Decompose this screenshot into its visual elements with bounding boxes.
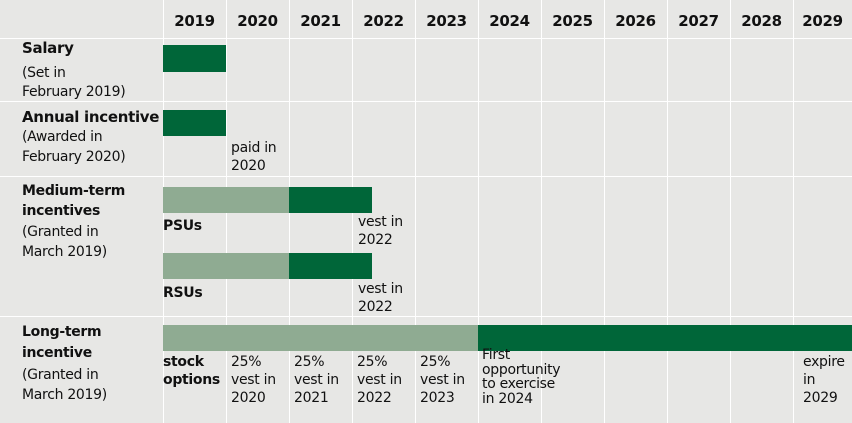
vest-note: vest in: [357, 372, 402, 388]
rsu-vest-bar: [289, 253, 372, 279]
column-line: [604, 0, 605, 423]
row-note: February 2019): [22, 84, 126, 100]
divider: [0, 101, 852, 102]
expire-note: expire: [803, 354, 845, 370]
exercise-note: First: [482, 347, 510, 363]
year-header: 2020: [237, 12, 278, 30]
vest-note: vest in: [420, 372, 465, 388]
row-title: incentives: [22, 203, 100, 219]
year-header: 2023: [426, 12, 467, 30]
year-header: 2022: [363, 12, 404, 30]
row-title: Long-term: [22, 324, 102, 340]
year-header: 2019: [174, 12, 215, 30]
year-header: 2024: [489, 12, 530, 30]
vest-note: 2022: [357, 390, 392, 406]
year-header: 2025: [552, 12, 593, 30]
bar-label: RSUs: [163, 285, 203, 301]
payout-note: 2020: [231, 158, 266, 174]
bar-label: PSUs: [163, 218, 202, 234]
rsu-bar: [163, 253, 289, 279]
column-line: [730, 0, 731, 423]
exercise-note: in 2024: [482, 390, 533, 407]
salary-bar: [163, 45, 226, 72]
option-exercise-bar: [478, 325, 852, 351]
expire-note: in: [803, 372, 816, 388]
vest-note: 25%: [294, 354, 325, 370]
vest-note: 2020: [231, 390, 266, 406]
row-title: Annual incentive: [22, 108, 160, 126]
exercise-note: opportunity: [482, 361, 561, 378]
bar-label: stock: [163, 354, 204, 370]
year-header: 2028: [741, 12, 782, 30]
year-header: 2021: [300, 12, 341, 30]
row-note: (Granted in: [22, 224, 99, 240]
payout-note: paid in: [231, 140, 277, 156]
column-line: [667, 0, 668, 423]
column-line: [541, 0, 542, 423]
annual-bar: [163, 110, 226, 136]
year-header: 2027: [678, 12, 719, 30]
row-note: March 2019): [22, 387, 107, 403]
row-note: March 2019): [22, 244, 107, 260]
vest-note: 2022: [358, 232, 393, 248]
option-bar: [163, 325, 478, 351]
row-title: Salary: [22, 39, 74, 57]
row-note: (Granted in: [22, 367, 99, 383]
row-title: Medium-term: [22, 183, 125, 199]
column-line: [793, 0, 794, 423]
divider: [0, 38, 852, 39]
exercise-note: to exercise: [482, 376, 555, 392]
year-header: 2029: [802, 12, 843, 30]
vest-note: 25%: [420, 354, 451, 370]
row-note: (Awarded in: [22, 129, 103, 145]
row-note: (Set in: [22, 65, 66, 81]
divider: [0, 316, 852, 317]
vest-note: 25%: [231, 354, 262, 370]
vest-note: vest in: [231, 372, 276, 388]
vest-note: vest in: [358, 281, 403, 297]
row-note: February 2020): [22, 149, 126, 165]
vest-note: 2022: [358, 299, 393, 315]
row-title: incentive: [22, 345, 92, 361]
year-header: 2026: [615, 12, 656, 30]
column-line: [478, 0, 479, 423]
bar-label: options: [163, 372, 220, 388]
psu-vest-bar: [289, 187, 372, 213]
vest-note: 25%: [357, 354, 388, 370]
psu-bar: [163, 187, 289, 213]
column-line: [415, 0, 416, 423]
vest-note: vest in: [294, 372, 339, 388]
vest-note: 2021: [294, 390, 329, 406]
expire-note: 2029: [803, 390, 838, 406]
vest-note: 2023: [420, 390, 455, 406]
divider: [0, 176, 852, 177]
vest-note: vest in: [358, 214, 403, 230]
